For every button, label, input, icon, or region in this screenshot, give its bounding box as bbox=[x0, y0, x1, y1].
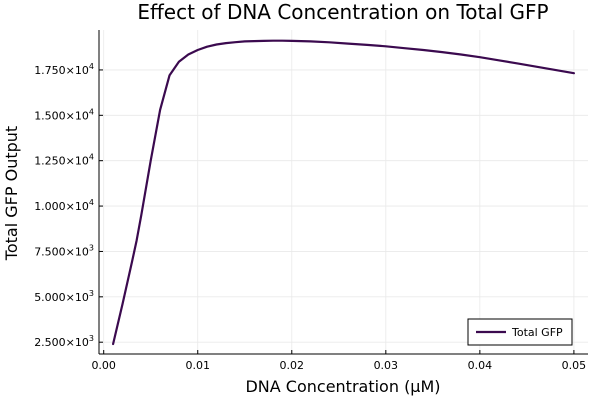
y-axis-label: Total GFP Output bbox=[2, 126, 21, 261]
grid bbox=[99, 30, 588, 354]
chart-title: Effect of DNA Concentration on Total GFP bbox=[137, 0, 548, 24]
series-layer bbox=[111, 39, 576, 346]
y-tick-label-0: 2.500×103 bbox=[34, 334, 94, 349]
y-tick-label-1: 5.000×103 bbox=[34, 289, 94, 304]
legend-label: Total GFP bbox=[511, 326, 563, 339]
y-tick-label-6: 1.750×104 bbox=[34, 62, 94, 77]
y-tick-label-4: 1.250×104 bbox=[34, 153, 94, 168]
x-tick-labels: 0.00 0.01 0.02 0.03 0.04 0.05 bbox=[91, 359, 586, 372]
x-axis-label: DNA Concentration (μM) bbox=[245, 377, 440, 396]
x-tick-label-5: 0.05 bbox=[562, 359, 587, 372]
y-tick-labels: 2.500×103 5.000×103 7.500×103 1.000×104 1.25… bbox=[34, 62, 94, 349]
x-tick-label-3: 0.03 bbox=[374, 359, 399, 372]
x-tick-label-1: 0.01 bbox=[185, 359, 210, 372]
x-tick-label-2: 0.02 bbox=[280, 359, 305, 372]
y-tick-label-3: 1.000×104 bbox=[34, 198, 94, 213]
y-tick-label-5: 1.500×104 bbox=[34, 107, 94, 122]
legend: Total GFP bbox=[467, 318, 573, 346]
y-tick-label-2: 7.500×103 bbox=[34, 243, 94, 258]
axes bbox=[98, 30, 588, 355]
x-tick-label-4: 0.04 bbox=[468, 359, 493, 372]
series-line-0 bbox=[111, 39, 576, 346]
x-tick-label-0: 0.00 bbox=[91, 359, 116, 372]
